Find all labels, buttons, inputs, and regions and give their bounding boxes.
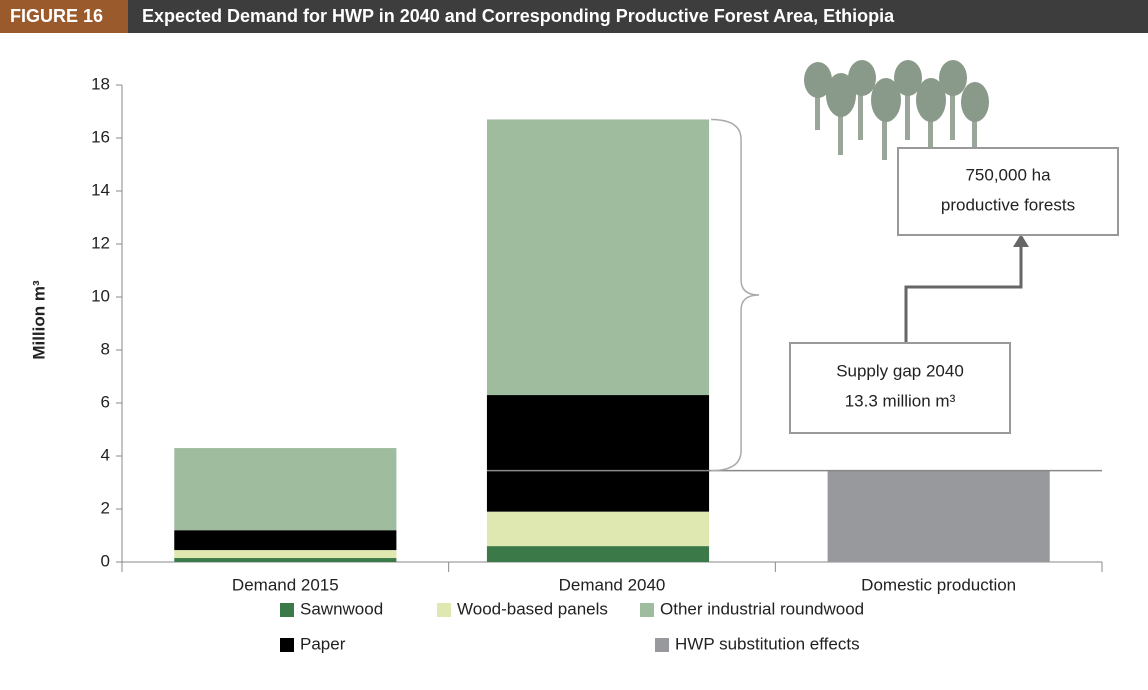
supply-gap-box [790,343,1010,433]
legend-label: Sawnwood [300,599,383,618]
bar-segment [487,546,709,562]
bar-segment [174,448,396,530]
legend-swatch [280,603,294,617]
bar-segment [487,512,709,546]
figure-label: FIGURE 16 [10,6,103,26]
legend-swatch [280,638,294,652]
annotation: 13.3 million m³ [845,391,956,410]
annotation: 750,000 ha [965,165,1051,184]
bar-segment [487,395,709,512]
bar-segment [487,119,709,395]
y-tick-label: 4 [101,445,110,464]
legend-label: Wood-based panels [457,599,608,618]
y-tick-label: 6 [101,392,110,411]
bar-segment [828,471,1050,562]
legend-label: HWP substitution effects [675,634,860,653]
y-tick-label: 12 [91,233,110,252]
legend-swatch [437,603,451,617]
y-tick-label: 2 [101,498,110,517]
y-tick-label: 14 [91,180,110,199]
y-axis-label: Million m³ [29,280,48,360]
brace [711,119,759,470]
arrow-line [906,245,1021,343]
bar-segment [174,550,396,558]
bar-segment [174,558,396,562]
bar-segment [174,530,396,550]
y-tick-label: 0 [101,551,110,570]
legend-swatch [655,638,669,652]
y-tick-label: 8 [101,339,110,358]
annotation: productive forests [941,195,1075,214]
x-tick-label: Demand 2040 [559,575,666,594]
x-tick-label: Domestic production [861,575,1016,594]
trees [804,60,989,160]
legend-label: Paper [300,634,346,653]
forest-box [898,148,1118,235]
y-tick-label: 10 [91,286,110,305]
x-tick-label: Demand 2015 [232,575,339,594]
legend-label: Other industrial roundwood [660,599,864,618]
annotation: Supply gap 2040 [836,361,964,380]
legend-swatch [640,603,654,617]
y-tick-label: 16 [91,127,110,146]
chart-title: Expected Demand for HWP in 2040 and Corr… [142,6,895,26]
chart: FIGURE 16 Expected Demand for HWP in 204… [0,0,1148,685]
y-tick-label: 18 [91,74,110,93]
